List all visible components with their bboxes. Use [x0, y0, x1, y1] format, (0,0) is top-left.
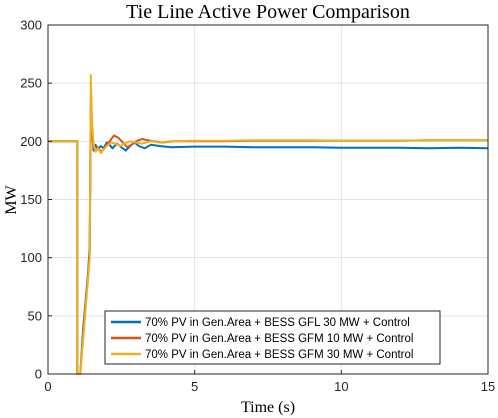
legend-label-2: 70% PV in Gen.Area + BESS GFM 10 MW + Co…	[145, 333, 413, 345]
x-axis-title: Time (s)	[241, 399, 295, 416]
series-layer	[48, 74, 489, 375]
y-tick-label: 250	[20, 76, 42, 91]
legend-label-1: 70% PV in Gen.Area + BESS GFL 30 MW + Co…	[145, 317, 410, 329]
y-tick-label: 0	[35, 367, 42, 382]
x-tick-label: 0	[44, 379, 51, 394]
chart-title: Tie Line Active Power Comparison	[126, 1, 410, 23]
x-tick-label: 10	[334, 379, 348, 394]
y-tick-label: 100	[20, 250, 42, 265]
y-tick-label: 50	[28, 308, 42, 323]
legend-label-3: 70% PV in Gen.Area + BESS GFM 30 MW + Co…	[145, 349, 413, 361]
y-tick-label: 150	[20, 192, 42, 207]
y-axis-title: MW	[3, 184, 20, 214]
y-tick-label: 200	[20, 134, 42, 149]
y-tick-label: 300	[20, 18, 42, 33]
series-line-3	[48, 74, 488, 375]
x-tick-label: 5	[191, 379, 198, 394]
x-tick-label: 15	[481, 379, 495, 394]
legend: 70% PV in Gen.Area + BESS GFL 30 MW + Co…	[104, 310, 441, 365]
legend-box	[104, 310, 441, 365]
